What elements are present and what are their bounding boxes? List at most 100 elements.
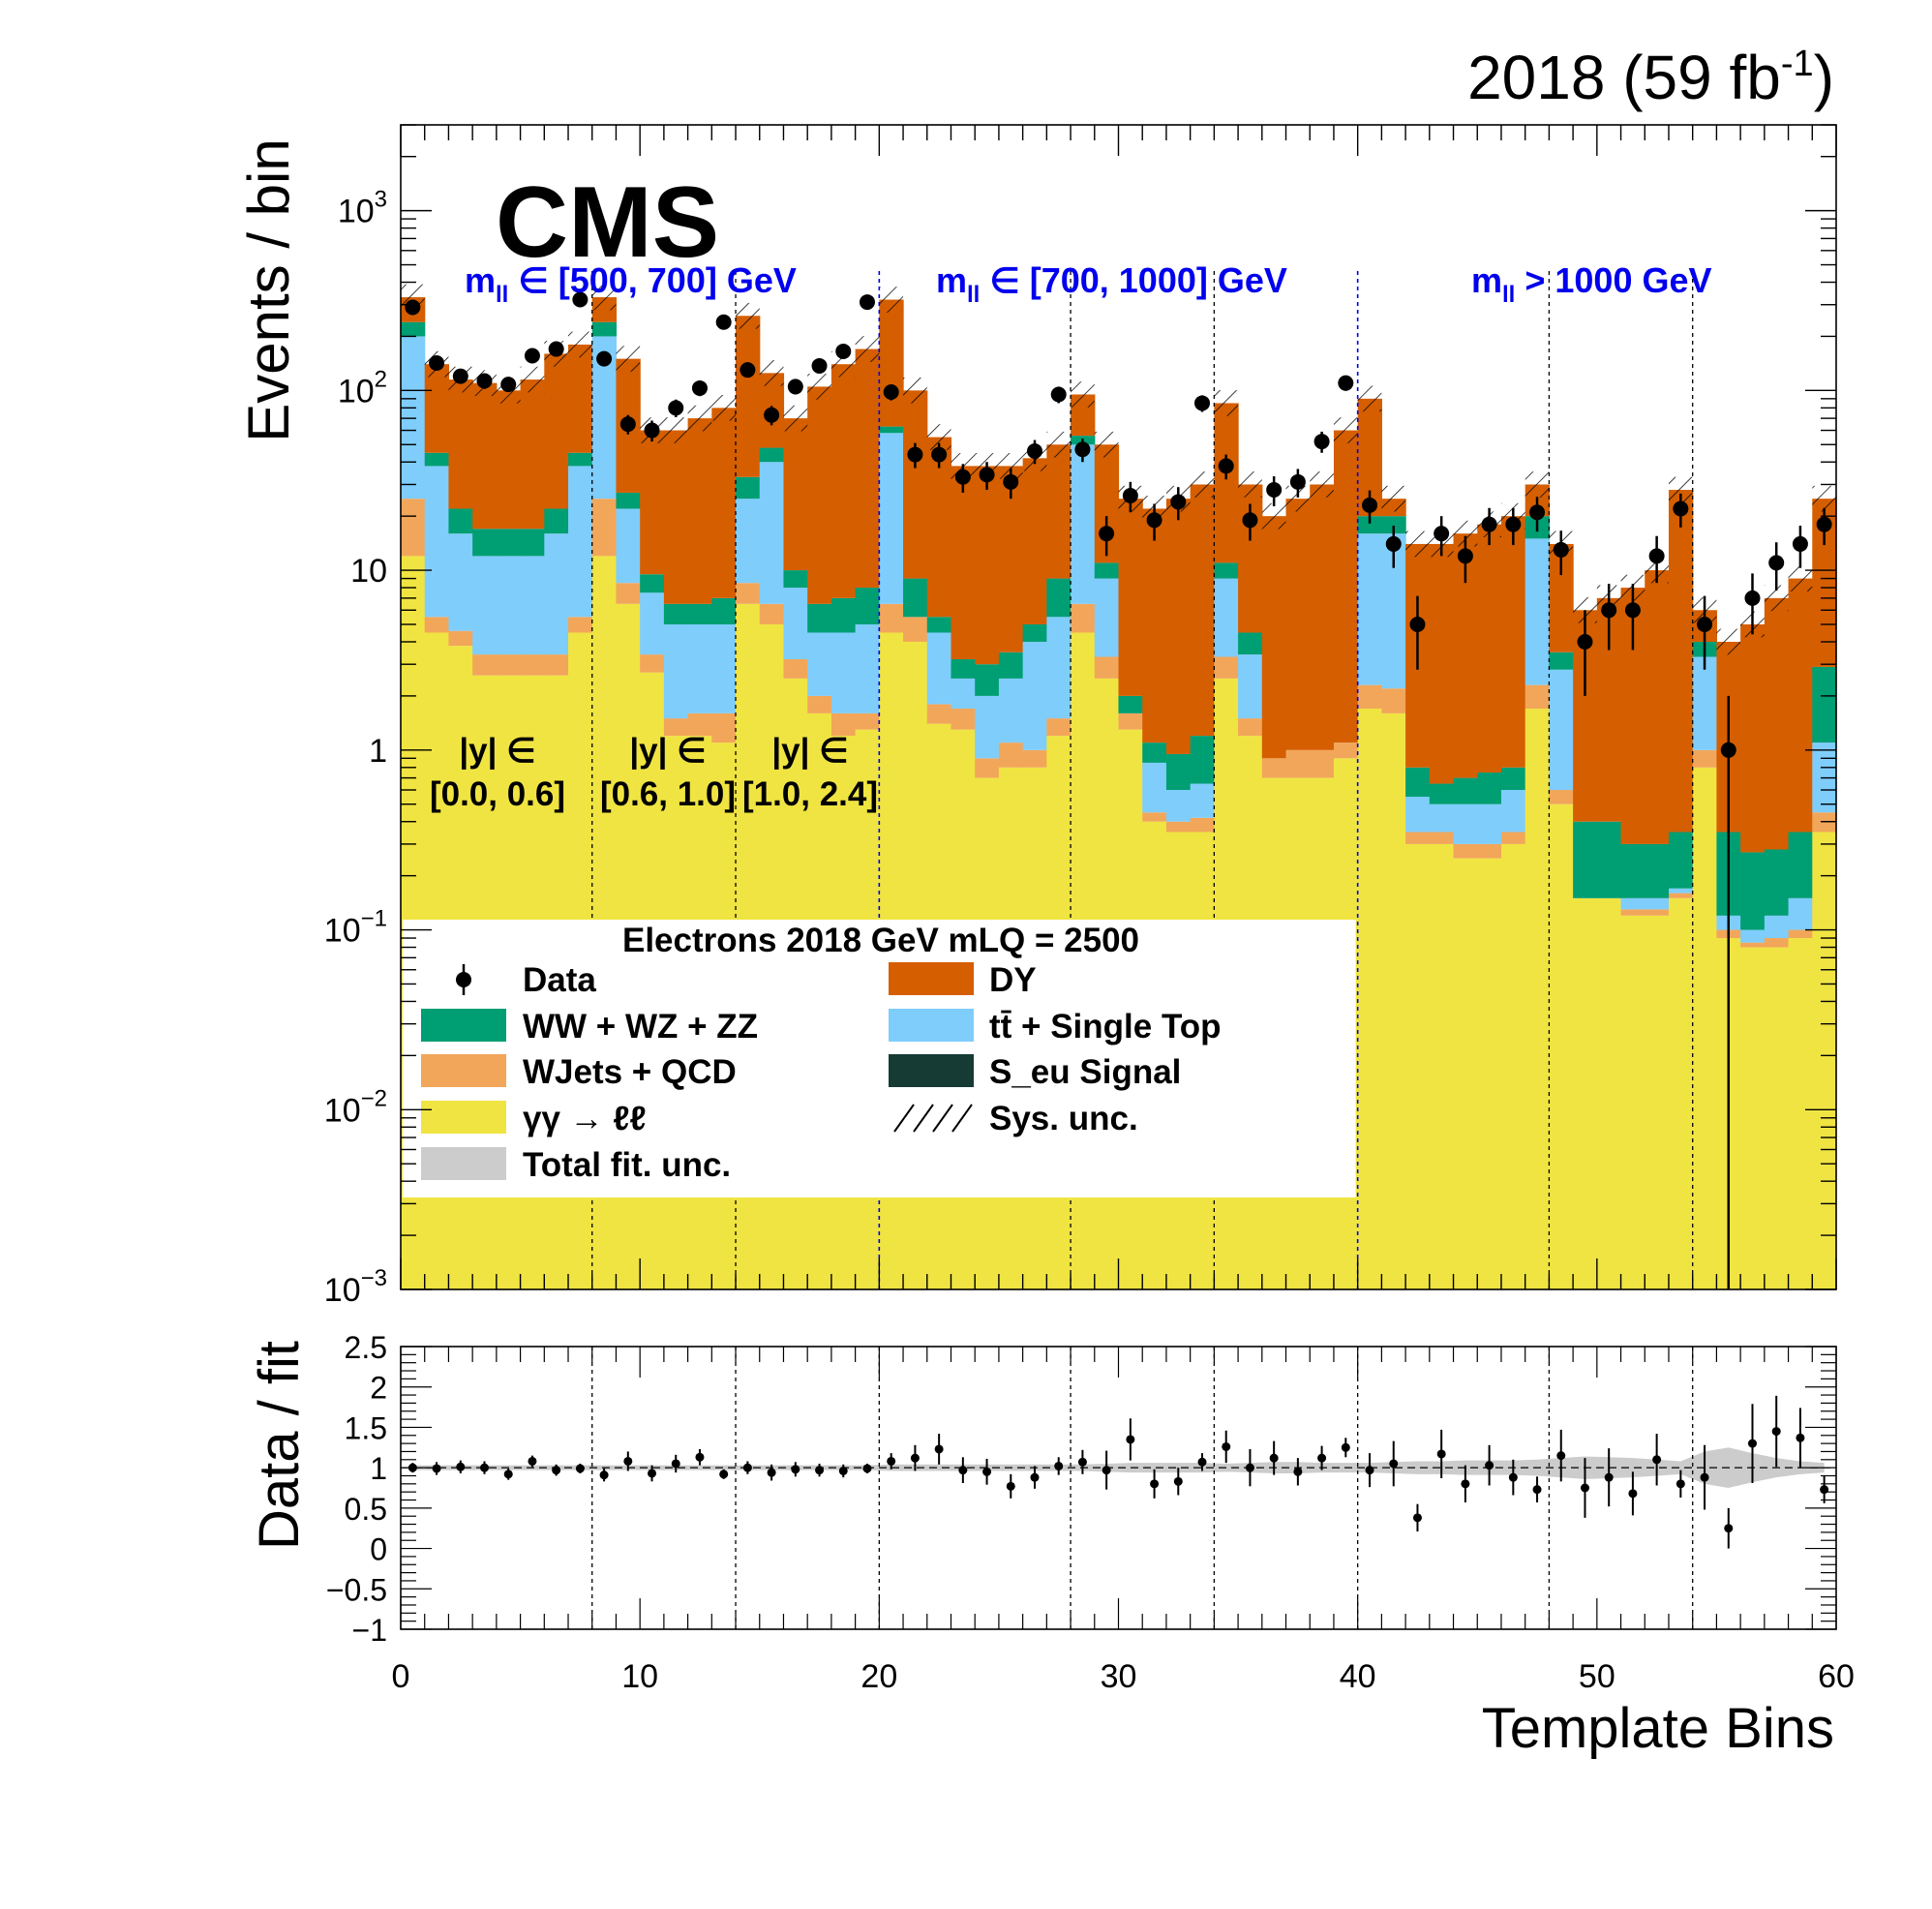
legend-label: WJets + QCD (523, 1053, 737, 1091)
stack-bar (975, 695, 1000, 759)
stack-bar (1429, 843, 1455, 1289)
stack-bar (830, 597, 857, 633)
fit-uncertainty-band (401, 1447, 1836, 1488)
lumi-suffix: ) (1814, 43, 1834, 112)
stack-bar (783, 658, 808, 679)
ratio-point (1652, 1455, 1662, 1465)
stack-bar (1668, 893, 1694, 898)
ratio-point (982, 1467, 992, 1476)
stack-bar (1261, 758, 1287, 778)
stack-bar (1549, 803, 1574, 1289)
stack-bar (1620, 843, 1645, 898)
legend-swatch (889, 962, 974, 995)
y-tick-label: 10 (350, 553, 387, 590)
data-point (1673, 500, 1689, 517)
stack-bar (1214, 656, 1239, 679)
legend-label: Sys. unc. (989, 1100, 1138, 1137)
stack-bar (903, 617, 928, 642)
data-point (715, 314, 732, 330)
stack-bar (783, 418, 808, 571)
legend-swatch (421, 1147, 506, 1180)
data-point (1099, 526, 1115, 542)
stack-bar (687, 603, 712, 624)
stack-bar (1142, 812, 1167, 822)
stack-bar (1381, 712, 1406, 1289)
legend-label: γγ → ℓℓ (523, 1100, 647, 1137)
stack-bar (1333, 430, 1359, 743)
ratio-y-tick-label: 1 (370, 1451, 387, 1486)
stack-bar (783, 570, 808, 589)
ratio-point (456, 1462, 466, 1471)
tick-base: 10 (338, 194, 375, 230)
stack-bar (1524, 684, 1550, 710)
stack-bar (1500, 790, 1526, 833)
legend-label: WW + WZ + ZZ (523, 1008, 758, 1045)
stack-bar (879, 603, 904, 633)
stack-bar (855, 588, 880, 624)
rapidity-region-labels: |y| ∈ [0.0, 0.6] |y| ∈ [0.6, 1.0] |y| ∈ [1.0,… (430, 732, 878, 813)
ratio-point (791, 1465, 800, 1474)
mass-region-label: mll ∈ [700, 1000] GeV (936, 260, 1287, 308)
stack-bar (1405, 843, 1431, 1289)
stack-bar (855, 348, 880, 589)
legend-label: tt̄ + Single Top (989, 1008, 1221, 1045)
stack-bar (472, 382, 498, 530)
stack-bar (903, 578, 928, 618)
ratio-point (767, 1468, 776, 1477)
sys-unc-band (1094, 431, 1119, 458)
ratio-point (552, 1466, 561, 1475)
stack-bar (1812, 666, 1837, 743)
ratio-point (742, 1463, 752, 1472)
stack-bar (1645, 570, 1670, 844)
ratio-point (1580, 1483, 1589, 1493)
stack-bar (1046, 578, 1072, 618)
stack-bar (401, 499, 426, 557)
data-point (1697, 616, 1713, 632)
mass-symbol: m (465, 260, 496, 300)
ratio-point (671, 1459, 680, 1469)
stack-bar (1142, 742, 1167, 763)
stack-bar (472, 556, 498, 655)
data-point (883, 383, 899, 400)
data-point (1816, 516, 1832, 532)
ratio-point (1245, 1463, 1254, 1472)
stack-bar (496, 654, 522, 676)
stack-bar (975, 664, 1000, 696)
stack-bar (1596, 821, 1622, 898)
x-tick-label: 50 (1579, 1658, 1615, 1695)
sys-unc-band (1716, 628, 1741, 655)
stack-bar (448, 508, 473, 534)
stack-bar (424, 466, 450, 618)
stack-bar (1453, 843, 1478, 859)
data-point (931, 446, 948, 463)
stack-bar (759, 462, 785, 604)
ratio-point (1604, 1472, 1614, 1482)
tick-exponent: −1 (361, 906, 387, 932)
data-point (1744, 590, 1761, 606)
data-point (452, 368, 468, 384)
data-point (1242, 512, 1258, 529)
ratio-point (1461, 1479, 1470, 1489)
stack-bar (1429, 543, 1455, 784)
stack-bar (1190, 783, 1215, 818)
stack-bar (663, 430, 689, 604)
stack-bar (998, 742, 1024, 768)
stack-bar (879, 433, 904, 604)
stack-bar (975, 758, 1000, 778)
ratio-point (1412, 1513, 1422, 1523)
stack-bar (544, 654, 569, 676)
stack-bar (1022, 749, 1047, 768)
stack-bar (1500, 516, 1526, 768)
stack-bar (1238, 654, 1263, 719)
mass-range: > 1000 GeV (1515, 260, 1711, 300)
data-point (1218, 458, 1234, 474)
stack-bar (1142, 762, 1167, 813)
stack-bar (1549, 669, 1574, 791)
ratio-point (1222, 1441, 1231, 1451)
data-point (1313, 434, 1330, 450)
ratio-point (1365, 1466, 1374, 1475)
tick-base: 10 (324, 913, 361, 950)
stack-bar (1549, 651, 1574, 670)
stack-bar (544, 533, 569, 655)
stack-bar (1429, 832, 1455, 844)
